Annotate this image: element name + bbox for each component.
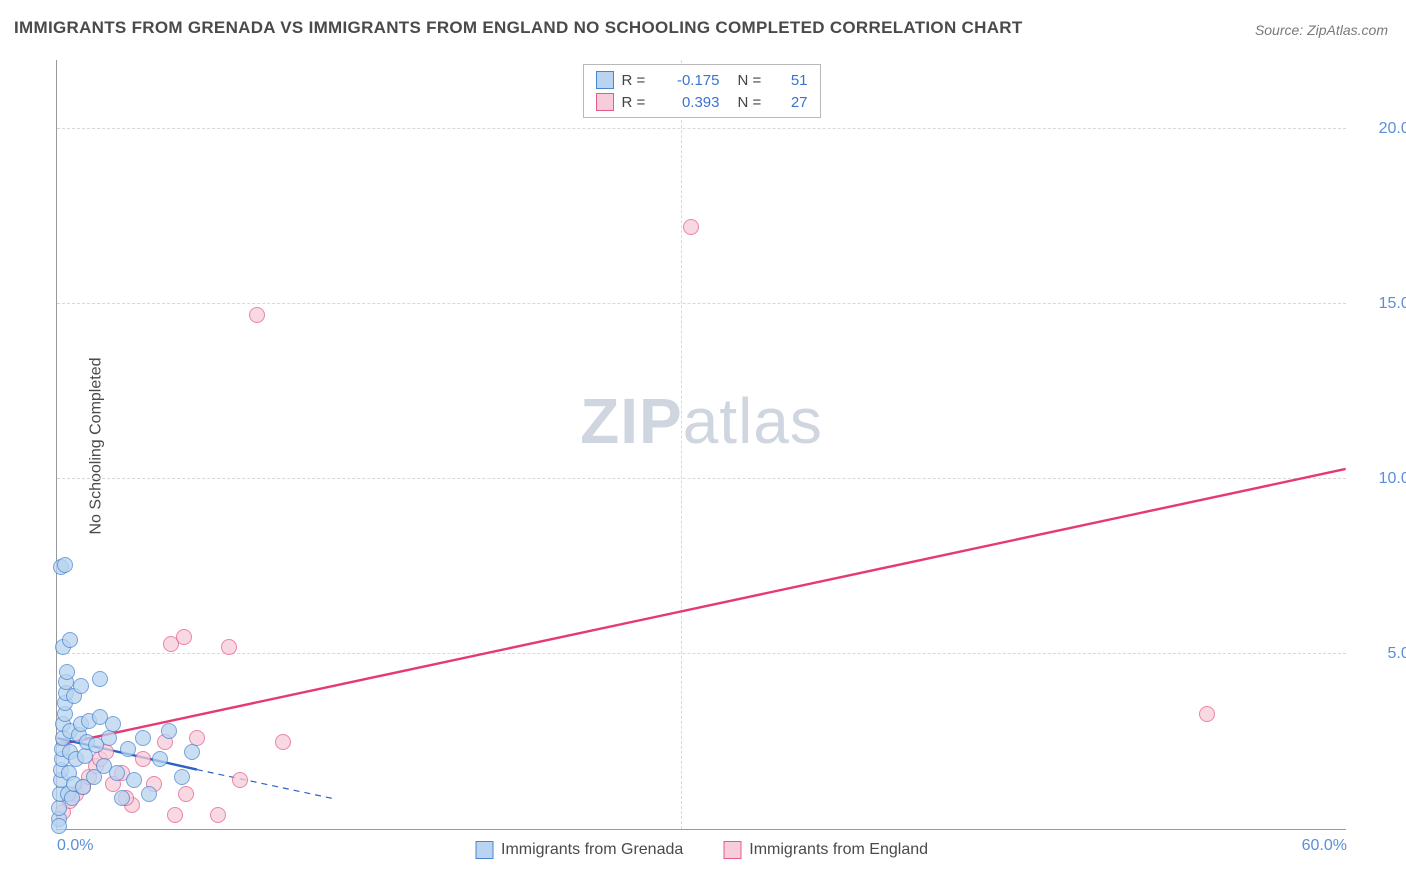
swatch-a-bottom: [475, 841, 493, 859]
y-tick-label: 10.0%: [1354, 470, 1406, 488]
gridline-h: [57, 653, 1346, 654]
scatter-point-b: [176, 629, 192, 645]
n-label-b: N =: [738, 94, 766, 111]
scatter-point-a: [161, 723, 177, 739]
scatter-point-a: [109, 765, 125, 781]
swatch-b-bottom: [723, 841, 741, 859]
gridline-h: [57, 128, 1346, 129]
source-label: Source: ZipAtlas.com: [1255, 22, 1388, 38]
swatch-b: [596, 93, 614, 111]
scatter-point-b: [683, 219, 699, 235]
n-value-b: 27: [774, 94, 808, 111]
scatter-point-a: [184, 744, 200, 760]
scatter-point-b: [167, 807, 183, 823]
n-label-a: N =: [738, 72, 766, 89]
watermark-bold: ZIP: [580, 385, 683, 457]
r-label-b: R =: [622, 94, 650, 111]
y-tick-label: 15.0%: [1354, 295, 1406, 313]
gridline-h: [57, 478, 1346, 479]
scatter-point-a: [114, 790, 130, 806]
x-tick-label: 60.0%: [1302, 837, 1347, 855]
scatter-point-a: [174, 769, 190, 785]
scatter-point-b: [178, 786, 194, 802]
scatter-point-a: [101, 730, 117, 746]
scatter-point-a: [141, 786, 157, 802]
series-a-name: Immigrants from Grenada: [501, 841, 683, 859]
y-tick-label: 20.0%: [1354, 120, 1406, 138]
x-tick-label: 0.0%: [57, 837, 93, 855]
scatter-point-a: [135, 730, 151, 746]
legend-row-a: R = -0.175 N = 51: [596, 69, 808, 91]
scatter-point-a: [62, 632, 78, 648]
chart-title: IMMIGRANTS FROM GRENADA VS IMMIGRANTS FR…: [14, 18, 1023, 38]
legend-row-b: R = 0.393 N = 27: [596, 91, 808, 113]
y-tick-label: 5.0%: [1354, 645, 1406, 663]
gridline-h: [57, 303, 1346, 304]
scatter-point-b: [221, 639, 237, 655]
n-value-a: 51: [774, 72, 808, 89]
watermark: ZIPatlas: [580, 384, 823, 458]
watermark-light: atlas: [683, 385, 823, 457]
scatter-point-b: [249, 307, 265, 323]
series-legend: Immigrants from Grenada Immigrants from …: [475, 841, 928, 859]
scatter-point-b: [1199, 706, 1215, 722]
scatter-point-a: [105, 716, 121, 732]
scatter-point-a: [152, 751, 168, 767]
correlation-legend: R = -0.175 N = 51 R = 0.393 N = 27: [583, 64, 821, 118]
legend-item-b: Immigrants from England: [723, 841, 928, 859]
scatter-point-a: [51, 818, 67, 834]
scatter-point-a: [57, 557, 73, 573]
scatter-point-a: [59, 664, 75, 680]
scatter-point-b: [275, 734, 291, 750]
series-b-name: Immigrants from England: [749, 841, 928, 859]
scatter-point-b: [135, 751, 151, 767]
r-value-b: 0.393: [658, 94, 720, 111]
scatter-point-a: [120, 741, 136, 757]
scatter-point-a: [73, 678, 89, 694]
scatter-point-b: [210, 807, 226, 823]
scatter-point-b: [232, 772, 248, 788]
gridline-v: [681, 60, 682, 829]
scatter-point-a: [126, 772, 142, 788]
legend-item-a: Immigrants from Grenada: [475, 841, 683, 859]
r-label-a: R =: [622, 72, 650, 89]
plot-area: ZIPatlas 5.0%10.0%15.0%20.0%0.0%60.0% R …: [56, 60, 1346, 830]
swatch-a: [596, 71, 614, 89]
trend-lines: [57, 60, 1346, 829]
r-value-a: -0.175: [658, 72, 720, 89]
scatter-point-a: [92, 671, 108, 687]
